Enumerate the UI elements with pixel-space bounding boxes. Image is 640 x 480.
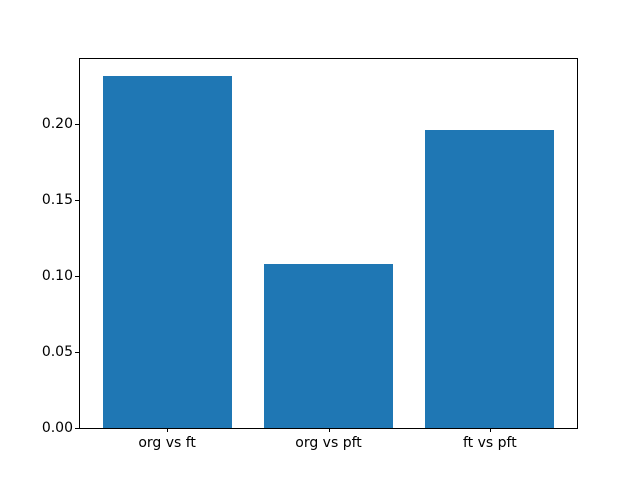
bar-ft-vs-pft (425, 129, 555, 428)
y-tick-mark (75, 124, 79, 126)
y-tick-label: 0.15 (41, 192, 73, 209)
y-tick-label: 0.10 (41, 268, 73, 285)
x-tick-mark (489, 428, 491, 432)
x-tick-label: org vs pft (295, 435, 362, 451)
plot-area: org vs ft org vs pft ft vs pft 0.00 0.05 0.10… (42, 58, 578, 451)
x-tick-label: ft vs pft (463, 435, 517, 451)
y-tick-label: 0.20 (41, 116, 73, 133)
x-tick-mark (167, 428, 169, 432)
bar-org-vs-pft (263, 264, 394, 428)
y-tick-mark (75, 428, 79, 429)
y-tick-label: 0.00 (41, 420, 73, 436)
y-tick-mark (75, 276, 79, 278)
x-tick-label: org vs ft (138, 435, 196, 451)
y-tick-label: 0.05 (41, 344, 73, 361)
bar-org-vs-ft (102, 76, 232, 428)
x-tick-mark (328, 428, 330, 432)
y-tick-mark (75, 200, 79, 202)
y-tick-mark (75, 352, 79, 354)
